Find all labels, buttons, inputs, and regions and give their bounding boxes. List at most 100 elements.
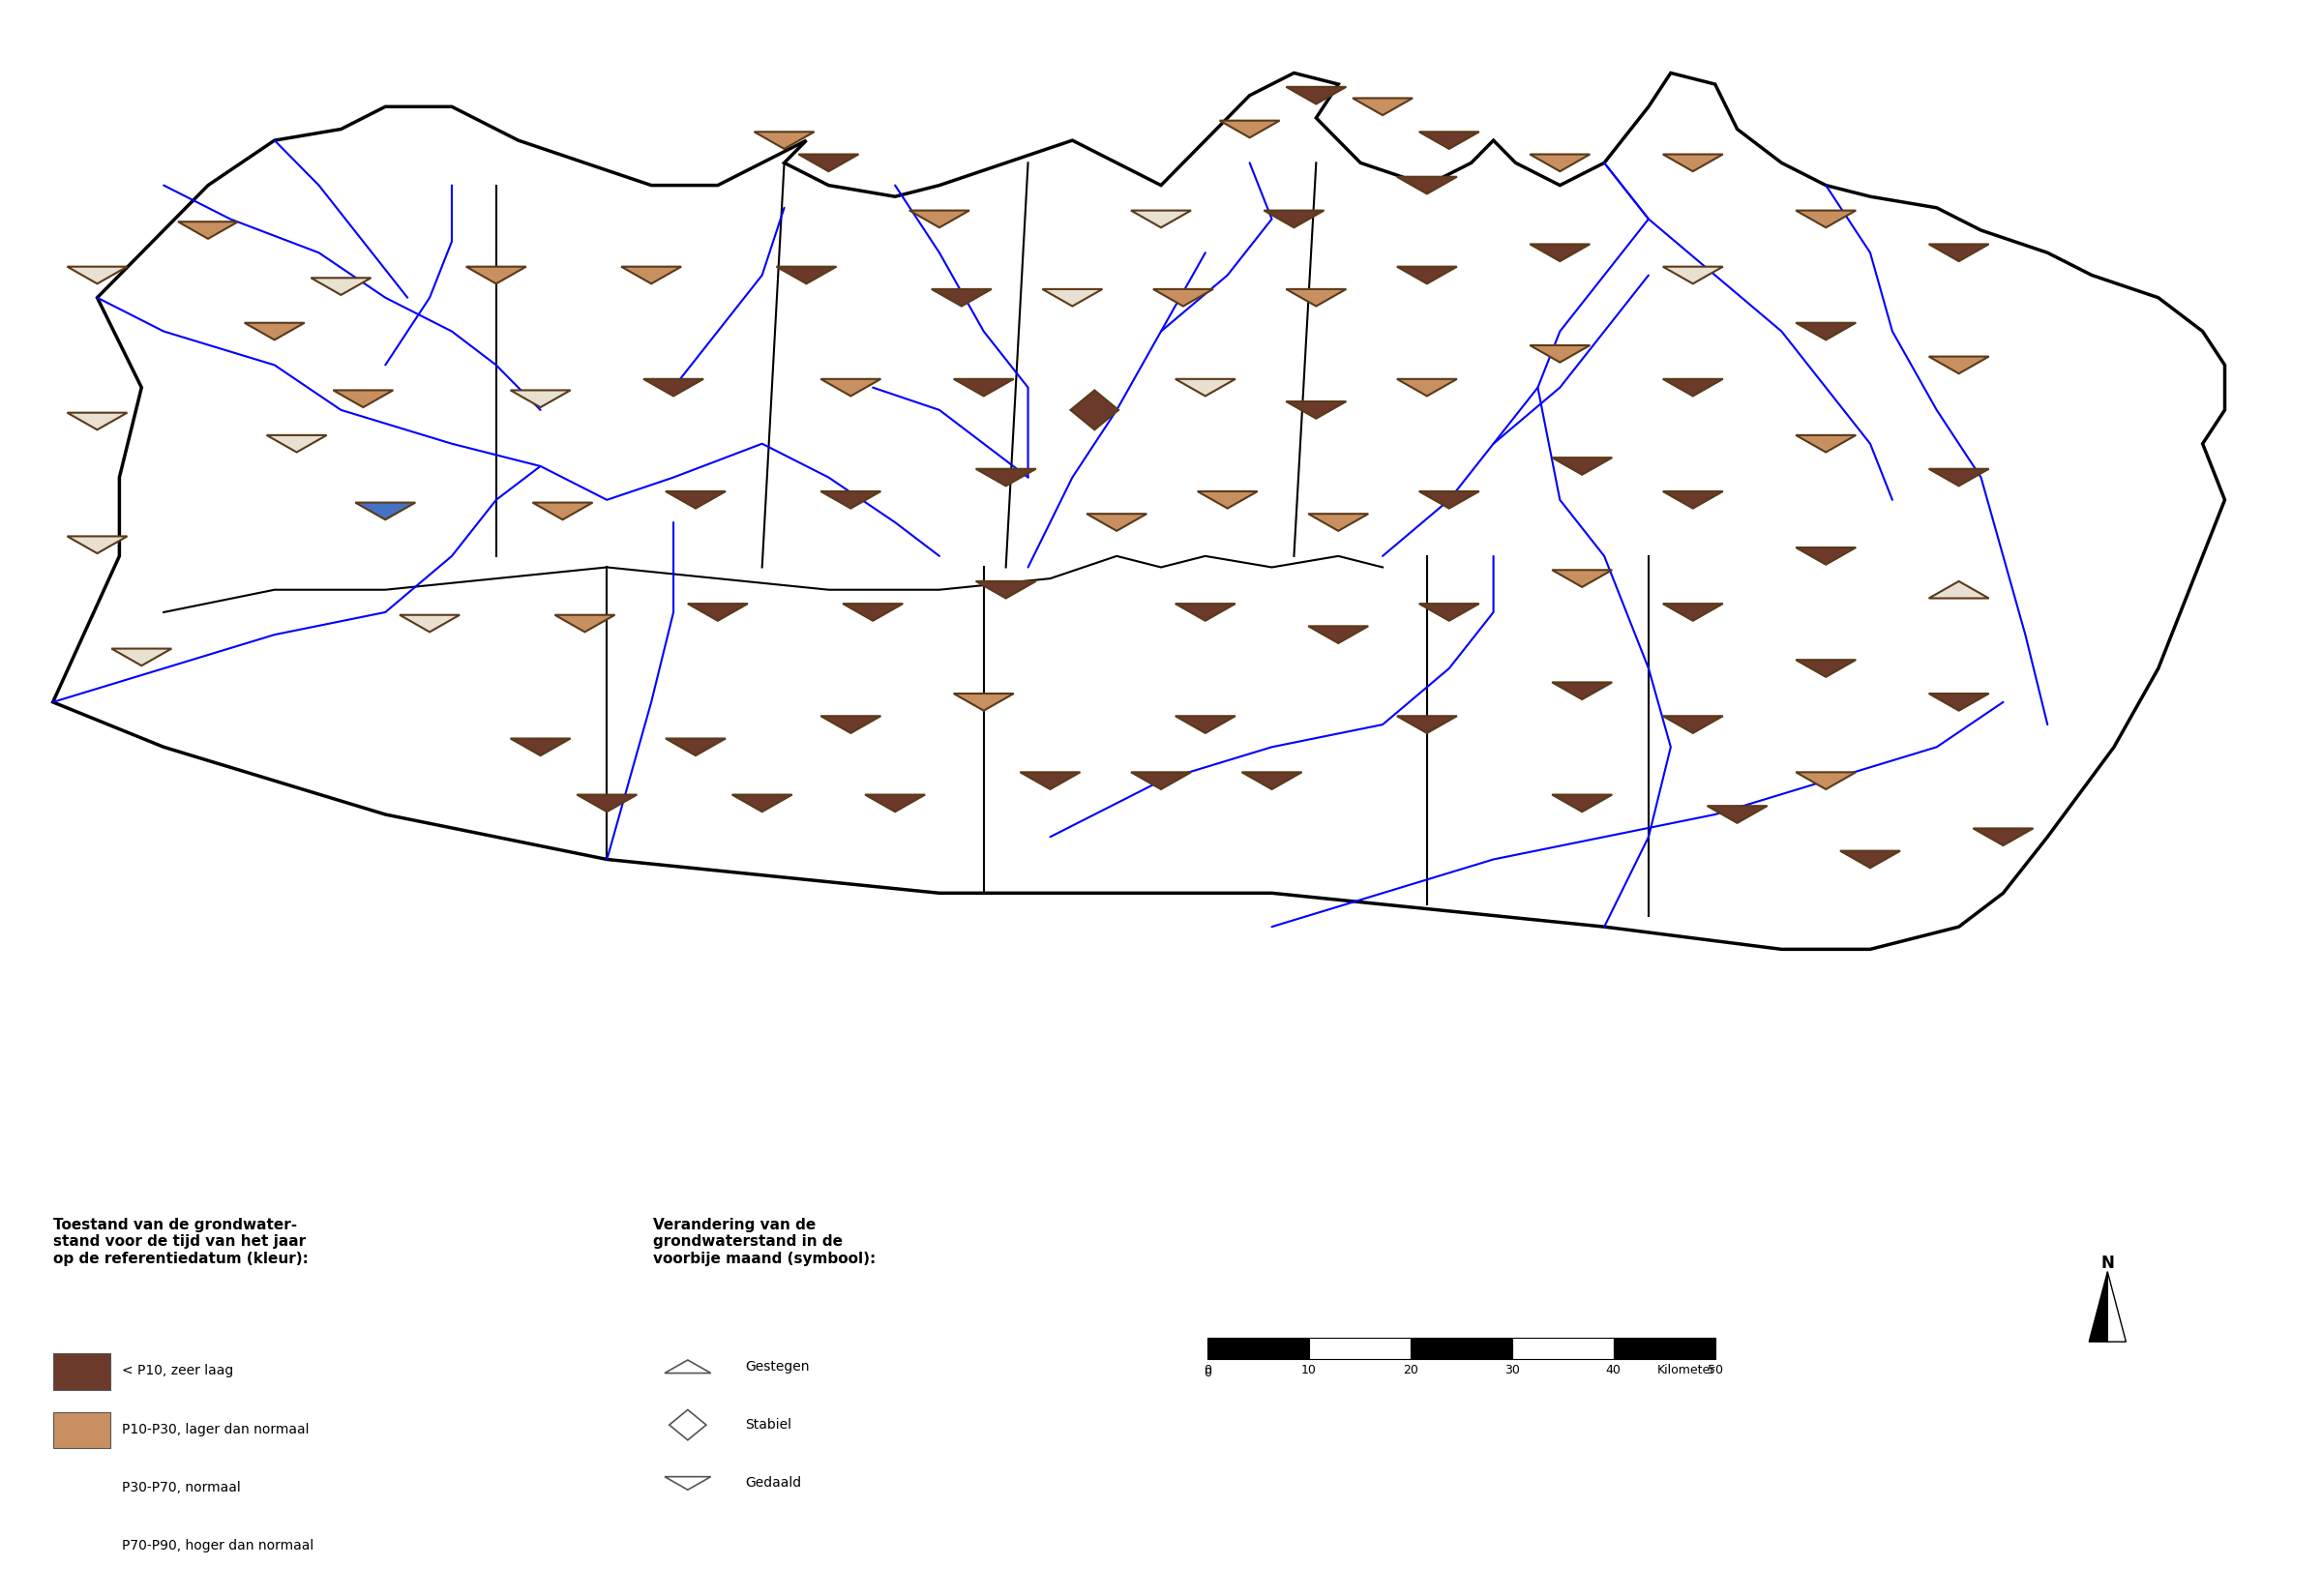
- Polygon shape: [1795, 436, 1855, 452]
- Polygon shape: [1307, 514, 1368, 531]
- Bar: [53, 1529, 111, 1566]
- Polygon shape: [975, 581, 1036, 598]
- Text: 50: 50: [1707, 1363, 1723, 1376]
- Polygon shape: [1354, 97, 1412, 115]
- Polygon shape: [1795, 547, 1855, 565]
- Polygon shape: [664, 1476, 711, 1489]
- Text: Gestegen: Gestegen: [745, 1360, 810, 1373]
- Polygon shape: [1795, 659, 1855, 677]
- Polygon shape: [67, 536, 128, 554]
- Text: Stabiel: Stabiel: [745, 1419, 792, 1432]
- Text: 40: 40: [1607, 1363, 1621, 1376]
- Polygon shape: [576, 795, 636, 812]
- Bar: [53, 1353, 111, 1390]
- Text: N: N: [2101, 1254, 2115, 1272]
- Polygon shape: [311, 278, 372, 295]
- Polygon shape: [1551, 795, 1611, 812]
- Polygon shape: [244, 322, 304, 340]
- Polygon shape: [1263, 211, 1324, 228]
- Polygon shape: [1019, 772, 1080, 790]
- Polygon shape: [111, 648, 172, 666]
- Bar: [1207, 1337, 1310, 1360]
- Polygon shape: [799, 155, 859, 171]
- Polygon shape: [1286, 289, 1347, 306]
- Polygon shape: [1930, 469, 1990, 485]
- Text: < P10, zeer laag: < P10, zeer laag: [123, 1365, 235, 1377]
- Polygon shape: [1175, 603, 1235, 621]
- Text: 30: 30: [1505, 1363, 1519, 1376]
- Polygon shape: [776, 267, 836, 284]
- Polygon shape: [1175, 717, 1235, 733]
- Polygon shape: [1286, 86, 1347, 104]
- Polygon shape: [1707, 806, 1767, 824]
- Text: P70-P90, hoger dan normaal: P70-P90, hoger dan normaal: [123, 1539, 313, 1553]
- Polygon shape: [843, 603, 903, 621]
- Text: 0: 0: [1203, 1363, 1212, 1376]
- Polygon shape: [2090, 1272, 2108, 1342]
- Polygon shape: [910, 211, 968, 228]
- Polygon shape: [332, 391, 392, 407]
- Bar: [53, 1586, 111, 1596]
- Polygon shape: [1795, 211, 1855, 228]
- Polygon shape: [622, 267, 680, 284]
- Polygon shape: [1930, 244, 1990, 262]
- Polygon shape: [1307, 626, 1368, 643]
- Polygon shape: [1551, 458, 1611, 474]
- Text: P30-P70, normaal: P30-P70, normaal: [123, 1481, 241, 1494]
- Polygon shape: [1663, 155, 1723, 171]
- Polygon shape: [511, 391, 571, 407]
- Polygon shape: [53, 73, 2224, 950]
- Polygon shape: [820, 492, 880, 509]
- Polygon shape: [1530, 345, 1591, 362]
- Polygon shape: [1219, 121, 1279, 137]
- Polygon shape: [669, 1409, 706, 1440]
- Polygon shape: [666, 739, 724, 755]
- Bar: [1409, 1337, 1512, 1360]
- Polygon shape: [467, 267, 527, 284]
- Polygon shape: [1398, 717, 1456, 733]
- Polygon shape: [1242, 772, 1303, 790]
- Polygon shape: [267, 436, 327, 452]
- Polygon shape: [1551, 570, 1611, 587]
- Polygon shape: [866, 795, 924, 812]
- Polygon shape: [664, 1360, 711, 1373]
- Polygon shape: [954, 694, 1015, 710]
- Polygon shape: [954, 378, 1015, 396]
- Polygon shape: [511, 739, 571, 755]
- Polygon shape: [1795, 772, 1855, 790]
- Polygon shape: [555, 614, 615, 632]
- Polygon shape: [1663, 492, 1723, 509]
- Polygon shape: [643, 378, 704, 396]
- Polygon shape: [1839, 851, 1899, 868]
- Polygon shape: [1175, 378, 1235, 396]
- Polygon shape: [1530, 155, 1591, 171]
- Polygon shape: [820, 717, 880, 733]
- Polygon shape: [731, 795, 792, 812]
- Polygon shape: [1419, 132, 1479, 148]
- Polygon shape: [1974, 828, 2034, 846]
- Bar: [53, 1470, 111, 1507]
- Polygon shape: [1043, 289, 1103, 306]
- Polygon shape: [1198, 492, 1259, 509]
- Polygon shape: [1398, 378, 1456, 396]
- Polygon shape: [1663, 603, 1723, 621]
- Text: Kilometer: Kilometer: [1656, 1363, 1716, 1376]
- Text: Gedaald: Gedaald: [745, 1476, 801, 1491]
- Polygon shape: [1663, 378, 1723, 396]
- Polygon shape: [755, 132, 815, 148]
- Polygon shape: [1663, 717, 1723, 733]
- Bar: [1614, 1337, 1716, 1360]
- Polygon shape: [687, 603, 748, 621]
- Polygon shape: [1930, 694, 1990, 710]
- Text: P10-P30, lager dan normaal: P10-P30, lager dan normaal: [123, 1422, 309, 1436]
- Polygon shape: [975, 469, 1036, 485]
- Polygon shape: [67, 413, 128, 429]
- Polygon shape: [1551, 683, 1611, 699]
- Polygon shape: [1419, 492, 1479, 509]
- Bar: [1310, 1337, 1409, 1360]
- Polygon shape: [399, 614, 460, 632]
- Polygon shape: [179, 222, 239, 239]
- Polygon shape: [1154, 289, 1212, 306]
- Bar: [53, 1412, 111, 1448]
- Polygon shape: [2108, 1272, 2127, 1342]
